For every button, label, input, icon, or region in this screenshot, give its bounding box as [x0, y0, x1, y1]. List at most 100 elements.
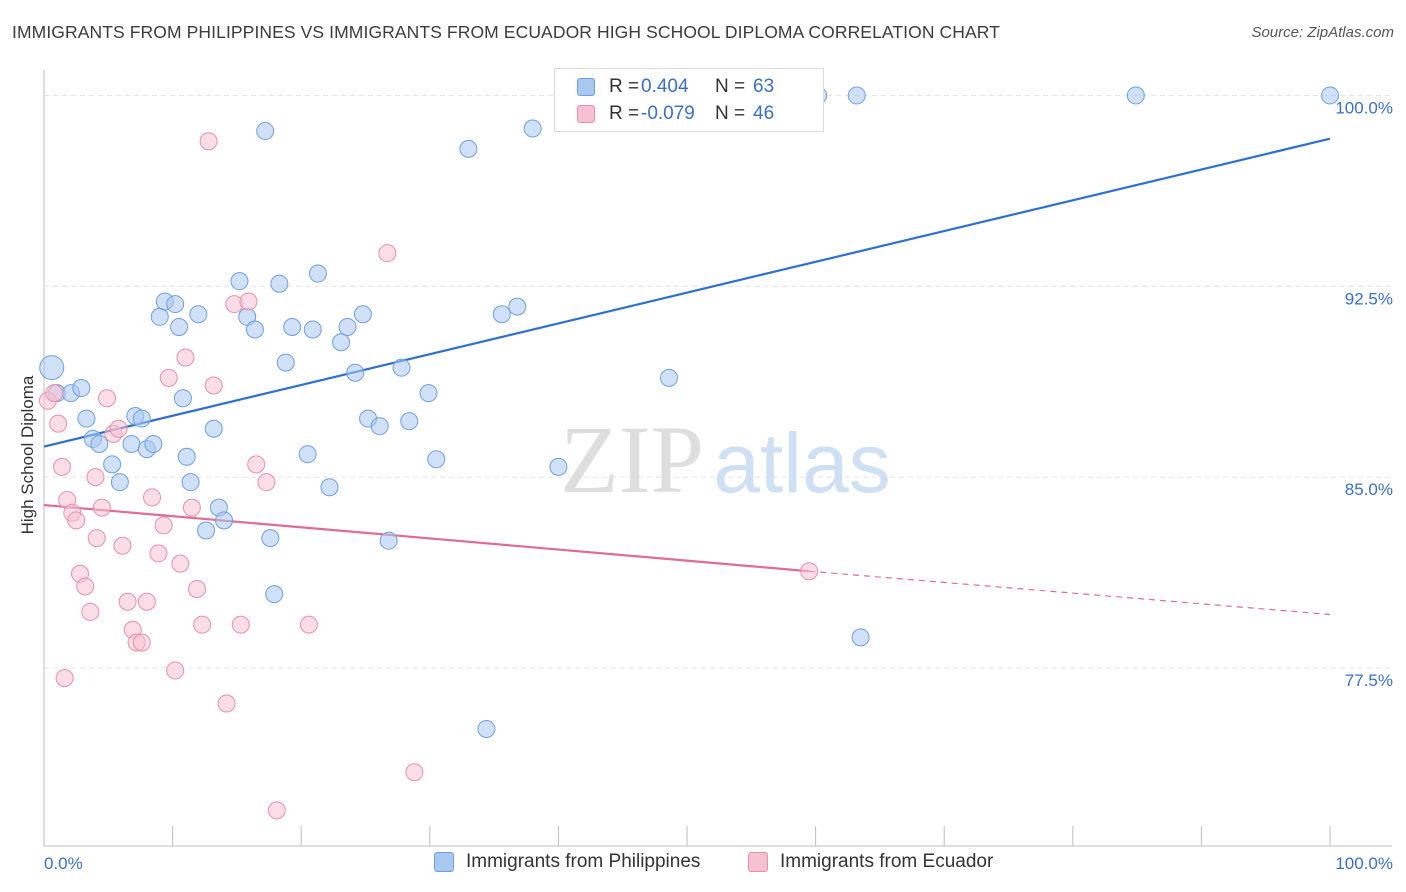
y-tick-label: 100.0% — [1335, 98, 1393, 117]
point-philippines — [39, 355, 65, 381]
point-philippines — [1321, 86, 1339, 105]
point-ecuador — [45, 384, 64, 403]
point-ecuador — [405, 763, 424, 782]
series-legend: Immigrants from Philippines Immigrants f… — [0, 851, 1406, 879]
point-ecuador — [204, 376, 223, 395]
point-ecuador — [199, 132, 218, 151]
point-philippines — [549, 457, 568, 476]
point-philippines — [659, 368, 678, 387]
legend-n-label: N = — [715, 103, 746, 124]
legend-n-value: 63 — [753, 76, 775, 97]
point-ecuador — [176, 348, 195, 367]
data-points — [38, 86, 1339, 820]
point-philippines — [346, 363, 365, 382]
point-ecuador — [247, 455, 266, 474]
point-ecuador — [149, 544, 168, 563]
point-philippines — [1126, 86, 1145, 105]
legend-swatch-ecuador — [748, 852, 768, 872]
point-philippines — [189, 305, 208, 324]
point-ecuador — [67, 511, 86, 530]
correlation-legend: R = 0.404 N = 63 R = -0.079 N = 46 — [554, 68, 824, 132]
point-philippines — [90, 435, 109, 454]
point-ecuador — [98, 389, 117, 408]
point-ecuador — [55, 669, 74, 688]
source-credit: Source: ZipAtlas.com — [1251, 24, 1394, 41]
point-ecuador — [182, 498, 201, 517]
watermark: ZIP atlas — [560, 406, 891, 513]
y-tick-label: 85.0% — [1345, 480, 1393, 499]
point-philippines — [523, 119, 542, 138]
point-ecuador — [159, 368, 178, 387]
point-philippines — [332, 333, 351, 352]
tick-labels: 77.5% 85.0% 92.5% 100.0% 0.0% 100.0% — [44, 98, 1393, 873]
point-philippines — [308, 264, 327, 283]
point-ecuador — [239, 292, 258, 311]
point-philippines — [132, 409, 151, 428]
point-philippines — [320, 478, 339, 497]
point-philippines — [477, 719, 496, 738]
point-philippines — [122, 435, 141, 454]
point-philippines — [419, 384, 438, 403]
point-ecuador — [109, 419, 128, 438]
legend-item-ecuador[interactable]: Immigrants from Ecuador — [748, 851, 993, 873]
point-philippines — [379, 531, 398, 550]
legend-label-philippines: Immigrants from Philippines — [466, 851, 701, 872]
watermark-atlas: atlas — [713, 416, 890, 510]
point-philippines — [392, 358, 411, 377]
gridlines — [44, 94, 1392, 669]
trend-lines — [43, 137, 1331, 616]
point-philippines — [276, 353, 295, 372]
axes — [43, 70, 1392, 847]
point-philippines — [508, 297, 527, 316]
point-philippines — [492, 305, 511, 324]
watermark-zip: ZIP — [560, 406, 704, 513]
point-ecuador — [188, 580, 207, 599]
point-ecuador — [171, 554, 190, 573]
legend-row-ecuador: R = -0.079 N = 46 — [577, 102, 774, 126]
point-philippines — [215, 511, 234, 530]
point-philippines — [177, 447, 196, 466]
point-ecuador — [81, 602, 100, 621]
point-ecuador — [217, 694, 236, 713]
legend-item-philippines[interactable]: Immigrants from Philippines — [434, 851, 700, 873]
point-ecuador — [231, 615, 250, 634]
x-tick-label: 0.0% — [44, 854, 83, 873]
y-tick-label: 77.5% — [1345, 671, 1393, 690]
point-philippines — [298, 445, 317, 464]
point-philippines — [144, 435, 163, 454]
point-ecuador — [378, 244, 397, 263]
trend-line-ecuador — [43, 503, 810, 573]
trend-line-philippines — [43, 137, 1331, 448]
legend-r-value: 0.404 — [641, 76, 689, 97]
legend-r-label: R = — [609, 103, 640, 124]
point-philippines — [173, 389, 192, 408]
point-ecuador — [53, 457, 72, 476]
y-tick-label: 92.5% — [1345, 289, 1393, 308]
point-philippines — [400, 412, 419, 431]
point-philippines — [110, 473, 129, 492]
point-philippines — [338, 317, 357, 336]
point-ecuador — [193, 615, 212, 634]
point-philippines — [166, 295, 185, 314]
legend-row-philippines: R = 0.404 N = 63 — [577, 75, 774, 99]
point-philippines — [265, 585, 284, 604]
point-ecuador — [49, 414, 68, 433]
trend-line-ecuador-extension — [809, 570, 1331, 616]
point-ecuador — [257, 473, 276, 492]
point-philippines — [303, 320, 322, 339]
point-philippines — [427, 450, 446, 469]
point-philippines — [353, 305, 372, 324]
point-ecuador — [154, 516, 173, 535]
legend-label-ecuador: Immigrants from Ecuador — [780, 851, 994, 872]
point-philippines — [204, 419, 223, 438]
point-ecuador — [137, 592, 156, 611]
point-philippines — [256, 122, 275, 141]
point-philippines — [459, 139, 478, 158]
point-philippines — [150, 307, 169, 326]
y-axis-label: High School Diploma — [18, 375, 37, 535]
point-ecuador — [132, 633, 151, 652]
point-philippines — [72, 379, 91, 398]
x-tick-label: 100.0% — [1335, 854, 1393, 873]
legend-r-label: R = — [609, 76, 640, 97]
